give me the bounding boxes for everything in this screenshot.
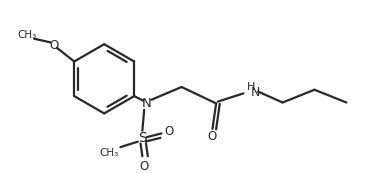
Text: O: O — [164, 125, 173, 138]
Text: N: N — [251, 86, 260, 99]
Text: CH₃: CH₃ — [17, 30, 37, 40]
Text: N: N — [142, 97, 152, 110]
Text: O: O — [140, 160, 149, 173]
Text: S: S — [138, 131, 147, 145]
Text: CH₃: CH₃ — [99, 148, 118, 158]
Text: H: H — [247, 82, 255, 92]
Text: O: O — [49, 39, 59, 52]
Text: O: O — [208, 130, 217, 143]
